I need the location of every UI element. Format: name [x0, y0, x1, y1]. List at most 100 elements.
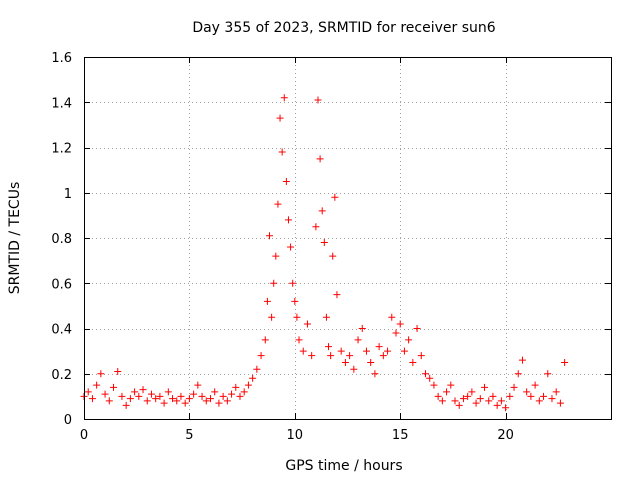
data-point	[320, 239, 328, 247]
data-point	[287, 243, 295, 251]
data-point	[354, 336, 362, 344]
data-point	[202, 397, 210, 405]
data-point	[280, 94, 288, 102]
data-point	[341, 358, 349, 366]
data-point	[438, 397, 446, 405]
y-tick-label: 0.4	[51, 323, 72, 338]
data-point	[219, 392, 227, 400]
data-point	[181, 399, 189, 407]
data-point	[430, 381, 438, 389]
data-point	[455, 401, 463, 409]
data-point	[333, 291, 341, 299]
data-point	[97, 370, 105, 378]
data-point	[497, 397, 505, 405]
data-point	[139, 386, 147, 394]
data-point	[413, 325, 421, 332]
data-point	[190, 390, 198, 398]
data-point	[346, 352, 354, 360]
data-point	[152, 395, 160, 403]
data-point	[493, 401, 501, 409]
data-point	[263, 297, 271, 305]
data-point	[514, 370, 522, 378]
data-point	[451, 397, 459, 405]
data-point	[527, 392, 535, 400]
data-point	[392, 329, 400, 337]
data-point	[249, 374, 257, 382]
data-point	[253, 365, 261, 373]
grid	[84, 57, 611, 419]
y-tick-label: 0.8	[51, 232, 72, 247]
data-point	[535, 397, 543, 405]
y-tick-label: 0	[64, 413, 72, 428]
data-point	[293, 313, 301, 321]
data-point	[481, 383, 489, 391]
data-point	[93, 381, 101, 389]
data-point	[316, 155, 324, 163]
chart-title: Day 355 of 2023, SRMTID for receiver sun…	[192, 20, 495, 36]
data-point	[114, 367, 122, 375]
data-point	[177, 392, 185, 400]
data-point	[367, 358, 375, 366]
data-point	[548, 395, 556, 403]
data-point	[358, 325, 366, 332]
data-point	[337, 347, 345, 355]
data-point	[272, 252, 280, 260]
x-tick-label: 20	[497, 428, 514, 443]
data-point	[396, 320, 404, 328]
data-point	[118, 392, 126, 400]
data-point	[194, 381, 202, 389]
data-point	[472, 399, 480, 407]
data-point	[405, 336, 413, 344]
data-point	[295, 336, 303, 344]
data-point	[169, 395, 177, 403]
data-point	[421, 370, 429, 378]
data-point	[289, 279, 297, 287]
data-point	[164, 388, 172, 396]
data-point	[510, 383, 518, 391]
data-point	[384, 347, 392, 355]
data-point	[312, 223, 320, 231]
data-point	[261, 336, 269, 344]
data-point	[278, 148, 286, 156]
data-point	[459, 395, 467, 403]
data-point	[489, 392, 497, 400]
data-point	[388, 313, 396, 321]
data-point	[502, 404, 510, 412]
data-point	[400, 347, 408, 355]
data-point	[303, 320, 311, 328]
data-point	[156, 392, 164, 400]
x-tick-label: 5	[185, 428, 193, 443]
data-point	[314, 96, 322, 104]
y-tick-label: 0.6	[51, 277, 72, 292]
y-tick-label: 0.2	[51, 368, 72, 383]
data-point	[266, 232, 274, 240]
data-point	[318, 207, 326, 215]
data-point	[331, 193, 339, 201]
data-point	[426, 374, 434, 382]
data-point	[206, 395, 214, 403]
data-points	[80, 94, 569, 412]
data-point	[215, 399, 223, 407]
data-point	[274, 200, 282, 208]
data-point	[270, 279, 278, 287]
data-point	[556, 399, 564, 407]
data-point	[240, 388, 248, 396]
data-point	[101, 390, 109, 398]
y-tick-labels: 0 0.2 0.4 0.6 0.8 1 1.2 1.4 1.6	[51, 51, 72, 428]
data-point	[308, 352, 316, 360]
data-point	[476, 395, 484, 403]
data-point	[257, 352, 265, 360]
data-point	[143, 397, 151, 405]
data-point	[544, 370, 552, 378]
y-tick-label: 1.6	[51, 51, 72, 66]
y-tick-label: 1	[64, 187, 72, 202]
data-point	[329, 252, 337, 260]
data-point	[198, 392, 206, 400]
data-point	[282, 177, 290, 185]
data-point	[417, 352, 425, 360]
data-point	[552, 388, 560, 396]
data-point	[173, 397, 181, 405]
data-point	[540, 392, 548, 400]
data-point	[468, 388, 476, 396]
